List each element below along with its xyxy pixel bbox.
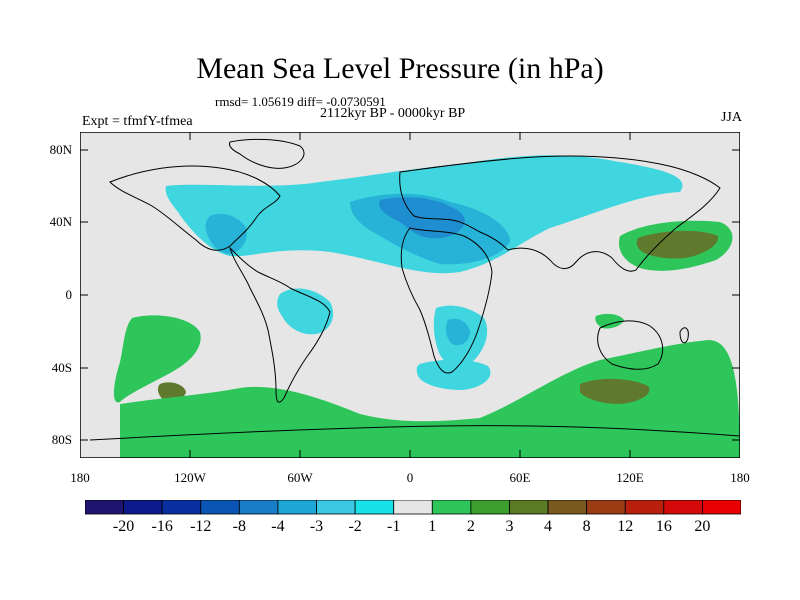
colorbar-label: 16 [655,518,672,535]
colorbar-swatch [354,500,395,515]
pos-region-southern-ocean [120,340,740,458]
map-ticks [80,132,740,458]
neg-region-africa-core [445,318,470,346]
lat-label-80s: 80S [51,432,72,447]
colorbar-label: -16 [151,518,173,535]
colorbar-swatch [702,500,741,515]
lon-label-180w: 180 [70,470,90,485]
colorbar [85,500,741,515]
lon-label-120e: 120E [616,470,644,485]
map-plot [80,132,740,458]
pos-region-indian-ocean-core [580,378,650,404]
colorbar-label: -4 [271,518,285,535]
neg-region-north-america [205,213,247,254]
lon-label-180e: 180 [730,470,750,485]
lat-label-0: 0 [65,287,73,302]
lat-label-80n: 80N [49,142,72,157]
colorbar-label: -8 [232,518,247,535]
lat-label-40n: 40N [49,214,72,229]
colorbar-label: -3 [309,518,324,535]
stats-line: rmsd= 1.05619 diff= -0.0730591 [215,94,386,109]
colorbar-swatch [200,500,240,515]
lon-label-120w: 120W [174,470,206,485]
colorbar-label: -1 [387,518,401,535]
page-title: Mean Sea Level Pressure (in hPa) [196,52,604,85]
colorbar-swatch [85,500,124,515]
colorbar-swatch [393,500,433,515]
colorbar-swatch [316,500,356,515]
colorbar-label: 2 [466,518,475,535]
coastlines [89,138,740,441]
colorbar-swatch [161,500,202,515]
colorbar-swatch [624,500,665,515]
colorbar-swatch [547,500,588,515]
lon-label-60e: 60E [509,470,531,485]
pos-region-south-pacific [113,315,201,403]
colorbar-swatch [431,500,472,515]
colorbar-swatch [663,500,703,515]
pos-region-north-pacific-core [636,230,719,259]
lat-label-40s: 40S [51,360,72,375]
colorbar-swatch [509,500,549,515]
pos-region-west-pacific-blob [595,313,624,329]
colorbar-label: -12 [190,518,212,535]
colorbar-label: 20 [694,518,711,535]
colorbar-swatch [277,500,317,515]
experiment-label: Expt = tfmfY-tfmea [82,114,193,129]
colorbar-swatch [470,500,510,515]
neg-region-south-america [277,288,334,335]
lon-label-0: 0 [406,470,414,485]
colorbar-label: 3 [505,518,514,535]
colorbar-label: -2 [348,518,362,535]
colorbar-label: 8 [582,518,591,535]
colorbar-swatch [586,500,626,515]
period-label: 2112kyr BP - 0000kyr BP [320,106,466,121]
colorbar-swatch [123,500,163,515]
colorbar-label: 4 [544,518,553,535]
neg-region-south-atlantic [416,359,491,390]
colorbar-label: 12 [617,518,634,535]
season-label: JJA [720,110,742,125]
colorbar-swatch [238,500,279,515]
lon-label-60w: 60W [287,470,313,485]
colorbar-label: -20 [112,518,135,535]
colorbar-label: 1 [428,518,437,535]
